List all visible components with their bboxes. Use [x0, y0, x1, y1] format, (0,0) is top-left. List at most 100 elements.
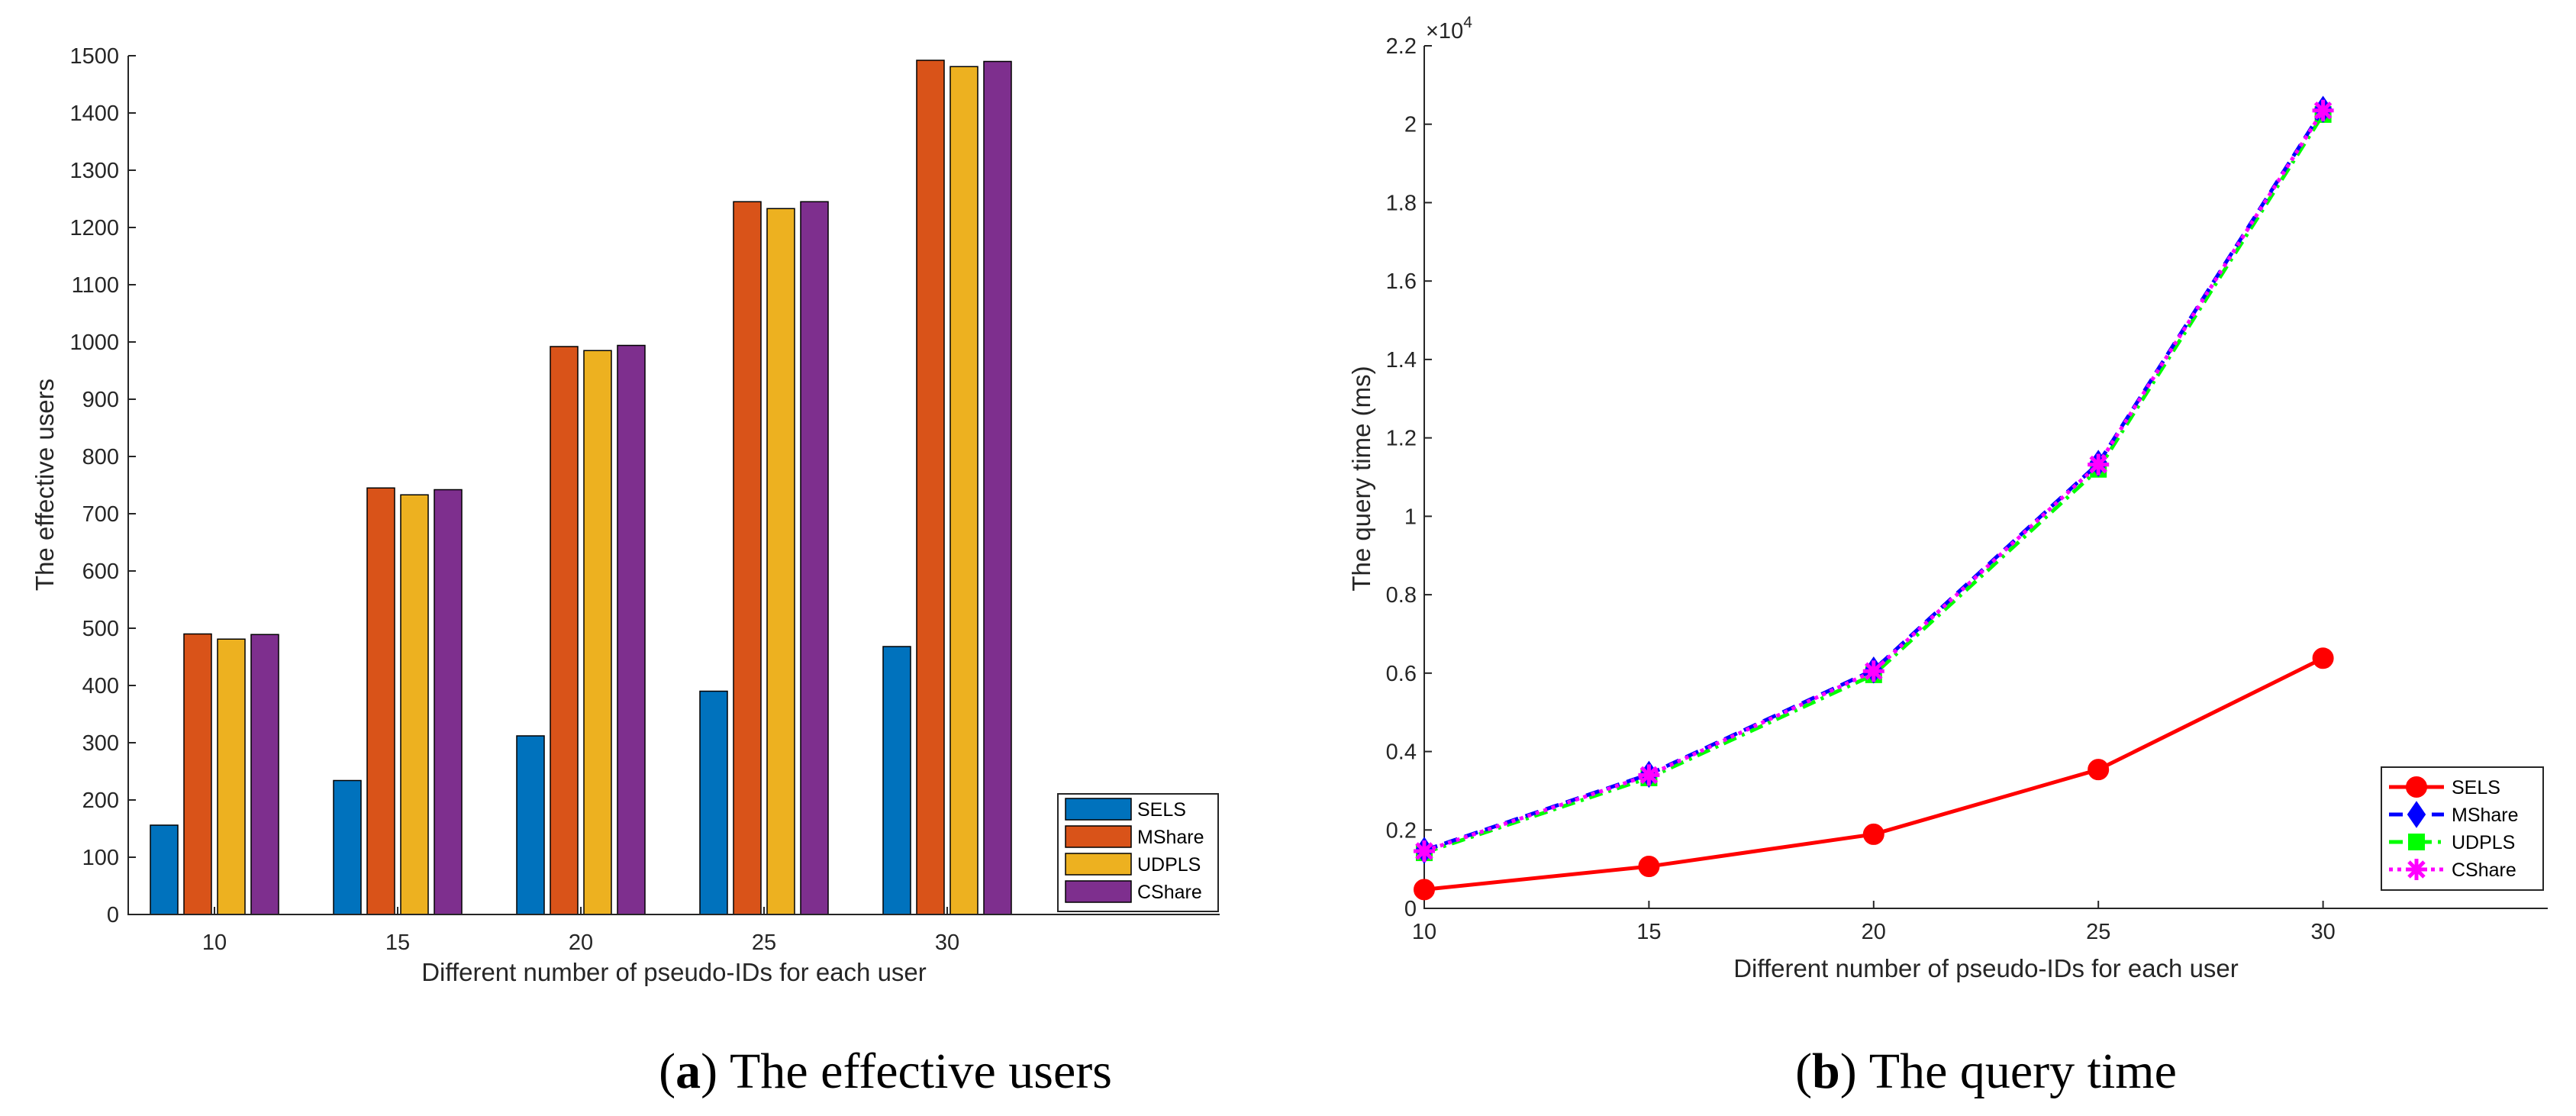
caption-a-text: The effective users: [730, 1043, 1112, 1099]
bar-sels-30: [882, 646, 911, 915]
bar-mshare-15: [366, 487, 395, 915]
y-tick-label: 0.8: [1386, 583, 1417, 608]
x-axis-ticks: 10 15 20 25 30: [202, 907, 959, 955]
legend-marker-mshare: [2407, 801, 2426, 828]
legend-marker-sels: [2406, 776, 2427, 798]
y-tick-label: 1000: [69, 331, 119, 355]
x-tick-label: 25: [2086, 920, 2110, 944]
y-tick-label: 600: [82, 560, 119, 584]
bar-cshare-25: [800, 201, 829, 915]
y-tick-label: 500: [82, 617, 119, 641]
point-cshare-30: [2312, 99, 2334, 121]
y-tick-label: 700: [82, 502, 119, 527]
bar-cshare-10: [250, 634, 279, 915]
legend-swatch-sels: [1065, 798, 1132, 821]
caption-a: (a) The effective users: [659, 1043, 1112, 1099]
legend-label-mshare: MShare: [1137, 827, 1204, 848]
x-axis-label: Different number of pseudo-IDs for each …: [1733, 954, 2239, 982]
y-tick-label: 900: [82, 388, 119, 412]
point-cshare-10: [1414, 840, 1435, 863]
y-axis-label: The effective users: [31, 379, 59, 591]
x-tick-label: 10: [1412, 920, 1436, 944]
caption-b-text: The query time: [1869, 1043, 2177, 1099]
y-tick-label: 2.2: [1386, 34, 1417, 59]
legend-swatch-mshare: [1065, 825, 1132, 848]
x-tick-label: 30: [2310, 920, 2335, 944]
y-tick-label: 1.6: [1386, 269, 1417, 294]
y-tick-label: 0: [1404, 897, 1417, 921]
exponent-base: ×10: [1426, 19, 1463, 44]
y-tick-label: 1300: [69, 159, 119, 183]
bar-mshare-25: [733, 201, 762, 915]
axes-box: [127, 56, 1220, 915]
point-cshare-25: [2088, 453, 2110, 476]
point-cshare-15: [1638, 764, 1660, 786]
asterisk-stroke: [2407, 860, 2426, 879]
point-sels-10: [1414, 879, 1435, 901]
y-tick-label: 1.4: [1386, 348, 1417, 373]
legend-label-sels: SELS: [2452, 777, 2500, 798]
point-sels-25: [2088, 759, 2110, 781]
bar-sels-25: [699, 690, 728, 915]
bar-series-group: [150, 60, 1012, 915]
point-sels-30: [2312, 647, 2334, 669]
legend-label-cshare: CShare: [2452, 860, 2516, 881]
bar-udpls-30: [949, 66, 978, 915]
y-tick-label: 0.6: [1386, 662, 1417, 686]
y-axis-label: The query time (ms): [1347, 366, 1375, 591]
line-chart-query-time: 0 0.2 0.4 0.6 0.8 1 1.2 1.4 1.6 1.8 2 2.2 10 15 20 25 3…: [1347, 14, 2548, 1099]
bar-cshare-15: [434, 489, 463, 915]
bar-cshare-30: [983, 60, 1012, 915]
y-tick-label: 1200: [69, 216, 119, 240]
legend-label-sels: SELS: [1137, 799, 1186, 821]
asterisk-stroke: [1639, 766, 1659, 785]
line-mshare: [1423, 108, 2325, 853]
asterisk-stroke: [1415, 842, 1433, 860]
y-tick-label: 100: [82, 846, 119, 870]
bar-udpls-10: [217, 638, 246, 915]
y-tick-label: 2: [1404, 113, 1417, 137]
x-tick-label: 15: [385, 931, 410, 955]
y-tick-label: 1.8: [1386, 191, 1417, 215]
y-tick-label: 1400: [69, 102, 119, 126]
legend-marker-udpls: [2408, 834, 2425, 850]
x-tick-label: 20: [1862, 920, 1886, 944]
line-cshare: [1423, 109, 2325, 853]
x-tick-label: 20: [569, 931, 593, 955]
y-axis-ticks: 0 100 200 300 400 500 600 700 800 900 1000 1100 1200…: [69, 44, 136, 927]
axes-box: [1423, 46, 2548, 909]
y-axis-ticks: 0 0.2 0.4 0.6 0.8 1 1.2 1.4 1.6 1.8 2 2.2: [1386, 34, 1432, 921]
bar-mshare-10: [183, 633, 212, 915]
x-axis-label: Different number of pseudo-IDs for each …: [421, 958, 927, 986]
bar-udpls-25: [766, 208, 795, 915]
bar-cshare-20: [617, 344, 646, 915]
y-tick-label: 800: [82, 445, 119, 469]
y-tick-label: 0: [107, 903, 119, 927]
y-tick-label: 1500: [69, 44, 119, 69]
bar-sels-10: [150, 824, 179, 915]
bar-mshare-20: [550, 346, 579, 915]
x-tick-label: 10: [202, 931, 227, 955]
y-tick-label: 400: [82, 674, 119, 698]
bar-sels-15: [333, 779, 362, 915]
legend-swatch-cshare: [1065, 880, 1132, 903]
x-tick-label: 15: [1636, 920, 1661, 944]
y-exponent: ×104: [1426, 14, 1472, 44]
asterisk-stroke: [2313, 101, 2333, 120]
bar-udpls-20: [583, 350, 612, 915]
legend-label-cshare: CShare: [1137, 882, 1202, 903]
bar-mshare-30: [916, 60, 945, 915]
legend-label-udpls: UDPLS: [2452, 832, 2515, 853]
legend-label-udpls: UDPLS: [1137, 854, 1201, 876]
x-axis-ticks: 10 15 20 25 30: [1412, 901, 2336, 944]
asterisk-stroke: [1865, 662, 1883, 681]
bar-sels-20: [516, 735, 545, 915]
point-sels-15: [1638, 856, 1660, 878]
bar-udpls-15: [400, 494, 429, 915]
y-tick-label: 0.4: [1386, 740, 1417, 765]
line-series-group: [1414, 95, 2334, 901]
y-tick-label: 0.2: [1386, 818, 1417, 843]
point-sels-20: [1862, 823, 1884, 845]
line-udpls: [1423, 113, 2325, 855]
